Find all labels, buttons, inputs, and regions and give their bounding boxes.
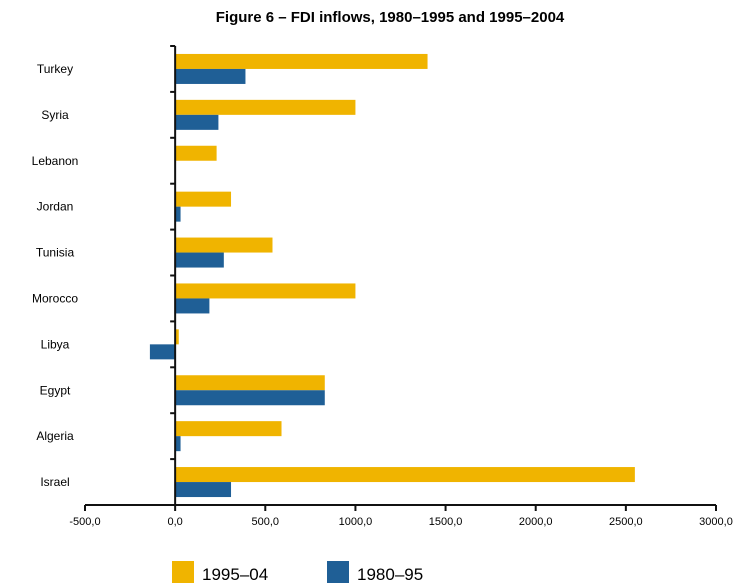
bar-syria-series-2 — [175, 114, 219, 130]
category-label-tunisia: Tunisia — [36, 246, 75, 260]
bar-egypt-series-2 — [175, 390, 325, 406]
x-tick-label: 3000,0 — [699, 516, 733, 528]
bar-turkey-series-2 — [175, 68, 246, 84]
x-tick-label: 500,0 — [252, 516, 280, 528]
legend-swatch-series-2 — [327, 561, 349, 583]
legend-label-series-2: 1980–95 — [357, 565, 423, 584]
legend-swatch-series-1 — [172, 561, 194, 583]
legend-label-series-1: 1995–04 — [202, 565, 268, 584]
category-label-libya: Libya — [41, 337, 70, 351]
bar-lebanon-series-1 — [175, 145, 217, 161]
bar-morocco-series-1 — [175, 283, 356, 299]
bar-tunisia-series-1 — [175, 237, 273, 253]
category-label-syria: Syria — [41, 108, 69, 122]
x-tick-label: 1500,0 — [429, 516, 463, 528]
bar-israel-series-1 — [175, 467, 635, 483]
x-tick-label: 1000,0 — [339, 516, 373, 528]
category-label-egypt: Egypt — [40, 383, 71, 397]
bar-jordan-series-2 — [175, 206, 181, 222]
bar-israel-series-2 — [175, 482, 232, 498]
x-tick-label: 2000,0 — [519, 516, 553, 528]
category-label-turkey: Turkey — [37, 62, 73, 76]
legend: 1995–04 1980–95 — [172, 561, 423, 584]
chart-title: Figure 6 – FDI inflows, 1980–1995 and 19… — [216, 9, 565, 26]
bar-algeria-series-2 — [175, 436, 181, 452]
bars-layer — [149, 53, 635, 498]
axes-layer: Turkey Syria Lebanon Jordan Tunisia Morocco Li… — [32, 45, 733, 528]
x-tick-label: 2500,0 — [609, 516, 643, 528]
bar-syria-series-1 — [175, 99, 356, 115]
category-label-israel: Israel — [40, 475, 69, 489]
category-label-morocco: Morocco — [32, 291, 78, 305]
bar-morocco-series-2 — [175, 298, 210, 314]
category-label-jordan: Jordan — [37, 200, 74, 214]
bar-libya-series-2 — [149, 344, 176, 360]
bar-libya-series-1 — [175, 329, 179, 345]
x-tick-label: 0,0 — [167, 516, 182, 528]
bar-turkey-series-1 — [175, 53, 428, 69]
category-label-algeria: Algeria — [36, 429, 74, 443]
bar-tunisia-series-2 — [175, 252, 224, 268]
x-tick-label: -500,0 — [69, 516, 100, 528]
bar-egypt-series-1 — [175, 375, 325, 391]
bar-algeria-series-1 — [175, 421, 282, 437]
category-label-lebanon: Lebanon — [32, 154, 79, 168]
bar-jordan-series-1 — [175, 191, 232, 207]
